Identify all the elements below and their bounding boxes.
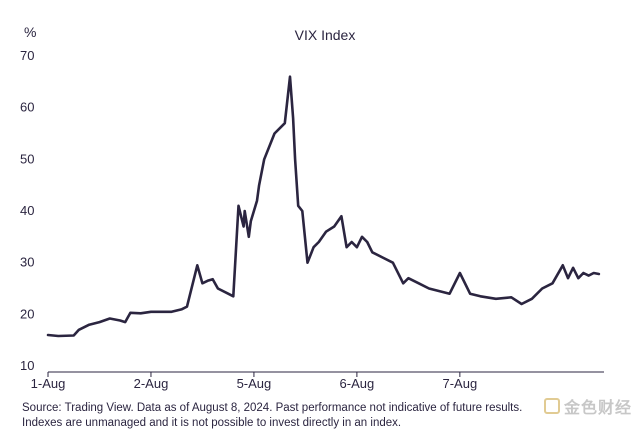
- watermark: 金色财经: [543, 394, 632, 418]
- x-tick-label: 7-Aug: [443, 376, 478, 391]
- x-tick-label: 6-Aug: [340, 376, 375, 391]
- watermark-logo-icon: [543, 398, 560, 414]
- chart-title: VIX Index: [295, 27, 356, 43]
- y-axis-unit: %: [24, 24, 36, 40]
- y-tick-label: 50: [20, 151, 34, 166]
- y-tick-label: 70: [20, 48, 34, 63]
- x-tick-label: 1-Aug: [31, 376, 66, 391]
- y-axis-ticks: 10 20 30 40 50 60 70: [20, 48, 34, 373]
- y-tick-label: 20: [20, 306, 34, 321]
- x-axis-ticks: 1-Aug 2-Aug 5-Aug 6-Aug 7-Aug: [31, 372, 478, 391]
- y-tick-label: 60: [20, 100, 34, 115]
- y-tick-label: 30: [20, 255, 34, 270]
- y-tick-label: 10: [20, 358, 34, 373]
- vix-chart: VIX Index % 10 20 30 40 50 60 70 1-Aug 2-Aug 5-A…: [20, 24, 604, 391]
- watermark-text: 金色财经: [563, 400, 632, 417]
- source-note: Source: Trading View. Data as of August …: [22, 402, 523, 429]
- x-tick-label: 2-Aug: [134, 376, 169, 391]
- vix-series-line: [46, 75, 601, 338]
- x-tick-label: 5-Aug: [237, 376, 272, 391]
- y-tick-label: 40: [20, 203, 34, 218]
